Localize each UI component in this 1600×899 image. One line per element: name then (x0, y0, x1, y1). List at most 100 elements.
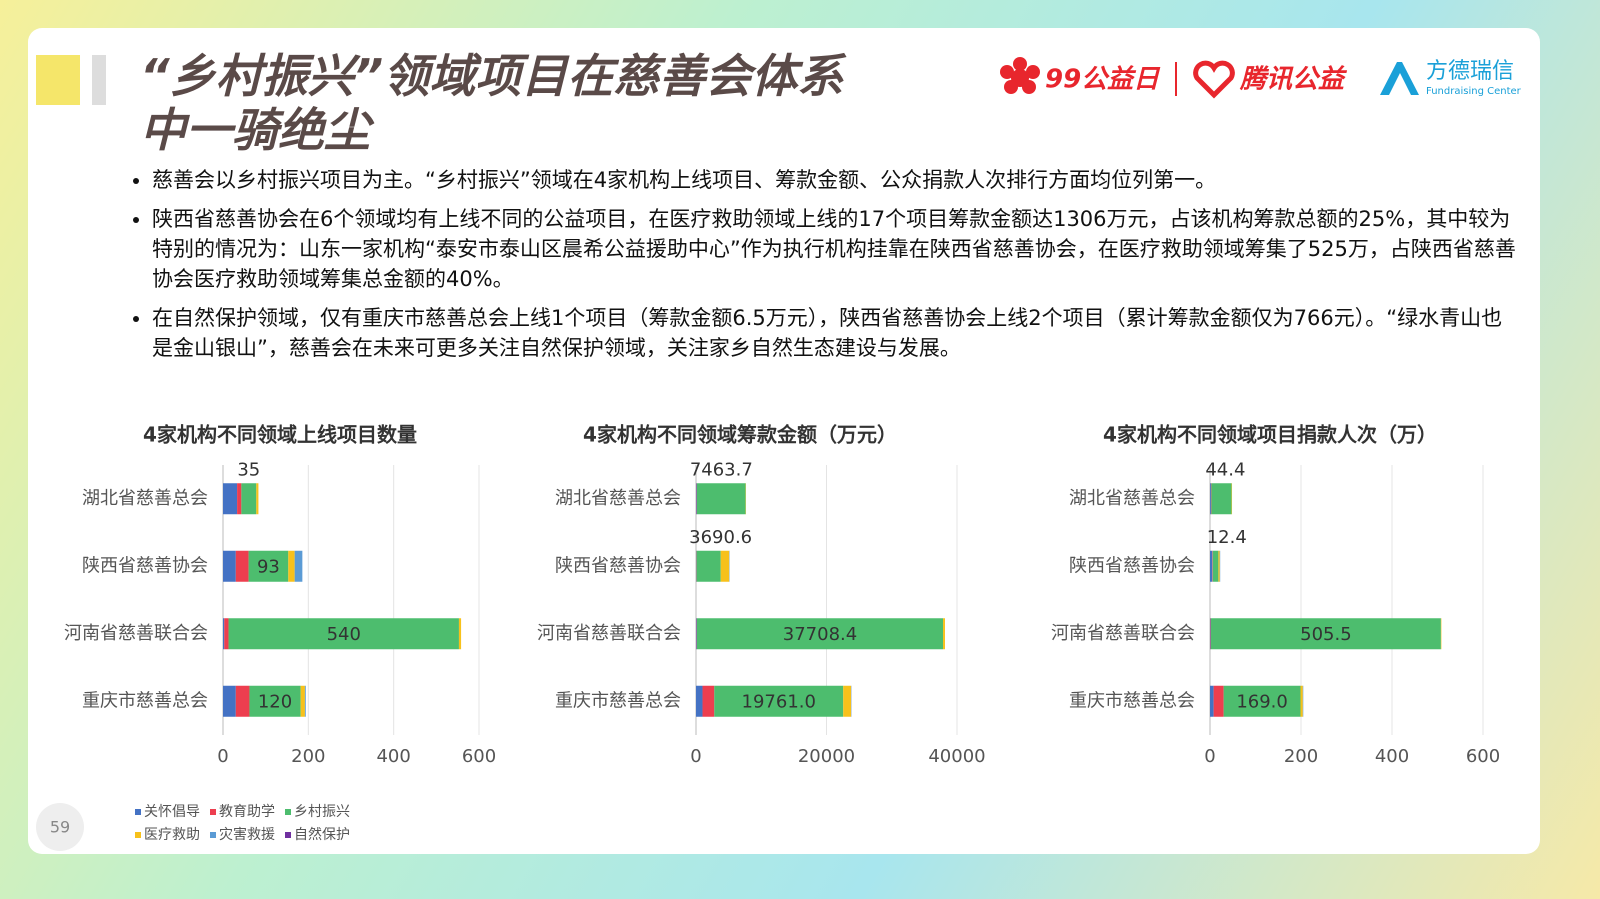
bar-segment (223, 483, 238, 515)
y-tick-label: 陕西省慈善协会 (1069, 555, 1195, 576)
bar-segment (228, 618, 459, 650)
bar-segment (300, 685, 305, 717)
data-label: 540 (327, 624, 361, 645)
bar-segment (223, 550, 236, 582)
y-tick-label: 湖北省慈善总会 (82, 488, 208, 509)
bar-segment (843, 685, 852, 717)
bar-segment (248, 550, 289, 582)
x-tick-label: 0 (690, 746, 701, 767)
bar-segment (1210, 550, 1213, 582)
data-label: 37708.4 (783, 624, 857, 645)
legend-swatch (285, 809, 291, 815)
data-label: 44.4 (1205, 459, 1245, 480)
data-label: 12.4 (1207, 527, 1247, 548)
bar-segment (1211, 483, 1232, 515)
accent-bar (92, 55, 106, 105)
legend-swatch (285, 832, 291, 838)
bullet: 在自然保护领域，仅有重庆市慈善总会上线1个项目（筹款金额6.5万元），陕西省慈善… (152, 303, 1522, 363)
y-tick-label: 重庆市慈善总会 (82, 690, 208, 711)
bar-segment (224, 618, 229, 650)
x-tick-label: 200 (1284, 746, 1318, 767)
bar-segment (720, 550, 730, 582)
bar-segment (223, 685, 236, 717)
bar-segment (235, 685, 250, 717)
y-tick-label: 河南省慈善联合会 (1051, 623, 1195, 644)
bar-segment (241, 483, 257, 515)
bar-segment (696, 550, 721, 582)
bar-segment (235, 550, 249, 582)
page-number: 59 (50, 818, 70, 837)
bar-segment (1210, 483, 1211, 515)
x-tick-label: 600 (1466, 746, 1500, 767)
legend-label: 灾害救援 (219, 826, 275, 843)
bar-segment (294, 550, 303, 582)
bar-segment (1223, 685, 1301, 717)
bar-segment (1210, 618, 1441, 650)
x-tick-label: 400 (376, 746, 410, 767)
x-tick-label: 0 (217, 746, 228, 767)
legend-label: 自然保护 (294, 826, 350, 843)
bar-segment (249, 685, 301, 717)
legend-swatch (135, 809, 141, 815)
accent-square (36, 55, 80, 105)
legend-label: 关怀倡导 (144, 804, 200, 820)
title-line: 中一骑绝尘 (140, 103, 370, 157)
logo-mark (1380, 62, 1419, 95)
data-label: 505.5 (1300, 624, 1352, 645)
y-tick-label: 重庆市慈善总会 (1069, 690, 1195, 711)
logo-text: 腾讯公益 (1239, 65, 1348, 95)
chart-title: 4家机构不同领域项目捐款人次（万） (1103, 423, 1437, 447)
legend-label: 乡村振兴 (294, 804, 350, 820)
bar-segment (696, 618, 697, 650)
bullets: 慈善会以乡村振兴项目为主。“乡村振兴”领域在4家机构上线项目、筹款金额、公众捐款… (112, 165, 1522, 372)
logo-flower (1000, 57, 1040, 94)
bar-segment (223, 618, 225, 650)
bar-segment (304, 685, 306, 717)
y-tick-label: 陕西省慈善协会 (555, 555, 681, 576)
y-tick-label: 湖北省慈善总会 (1069, 488, 1195, 509)
x-tick-label: 600 (462, 746, 496, 767)
bar-segment (288, 550, 295, 582)
bar-segment (696, 685, 703, 717)
legend-label: 医疗救助 (144, 827, 200, 843)
y-tick-label: 河南省慈善联合会 (537, 623, 681, 644)
y-tick-label: 河南省慈善联合会 (64, 623, 208, 644)
bar-segment (458, 618, 462, 650)
x-tick-label: 0 (1204, 746, 1215, 767)
x-tick-label: 200 (291, 746, 325, 767)
bullet: 陕西省慈善协会在6个领域均有上线不同的公益项目，在医疗救助领域上线的17个项目筹… (152, 204, 1522, 294)
bar-segment (696, 483, 746, 515)
legend-swatch (210, 809, 216, 815)
title-line: “乡村振兴”领域项目在慈善会体系 (140, 49, 844, 103)
bar-segment (1218, 550, 1220, 582)
bar-segment (696, 483, 697, 515)
logo-text: Fundraising Center (1426, 86, 1522, 97)
bar-segment (1210, 685, 1214, 717)
legend-label: 教育助学 (219, 804, 275, 820)
data-label: 120 (258, 691, 292, 712)
x-tick-label: 40000 (928, 746, 985, 767)
bar-segment (1212, 550, 1219, 582)
data-label: 169.0 (1236, 691, 1288, 712)
data-label: 7463.7 (690, 459, 753, 480)
bar-segment (696, 618, 944, 650)
bar-segment (256, 483, 259, 515)
data-label: 3690.6 (689, 527, 752, 548)
bar-segment (1213, 685, 1224, 717)
chart-title: 4家机构不同领域筹款金额（万元） (583, 423, 897, 447)
bar-segment (237, 483, 242, 515)
logo-text: 方德瑞信 (1426, 59, 1514, 84)
data-label: 19761.0 (742, 691, 816, 712)
bar-segment (1300, 685, 1303, 717)
logo-heart (1193, 60, 1235, 99)
bar-segment (714, 685, 844, 717)
page-badge (36, 803, 84, 851)
logo-text: 99公益日 (1045, 65, 1161, 95)
data-label: 93 (257, 556, 280, 577)
y-tick-label: 湖北省慈善总会 (555, 488, 681, 509)
bar-segment (943, 618, 945, 650)
chart-title: 4家机构不同领域上线项目数量 (143, 423, 417, 447)
bullet: 慈善会以乡村振兴项目为主。“乡村振兴”领域在4家机构上线项目、筹款金额、公众捐款… (152, 165, 1522, 195)
